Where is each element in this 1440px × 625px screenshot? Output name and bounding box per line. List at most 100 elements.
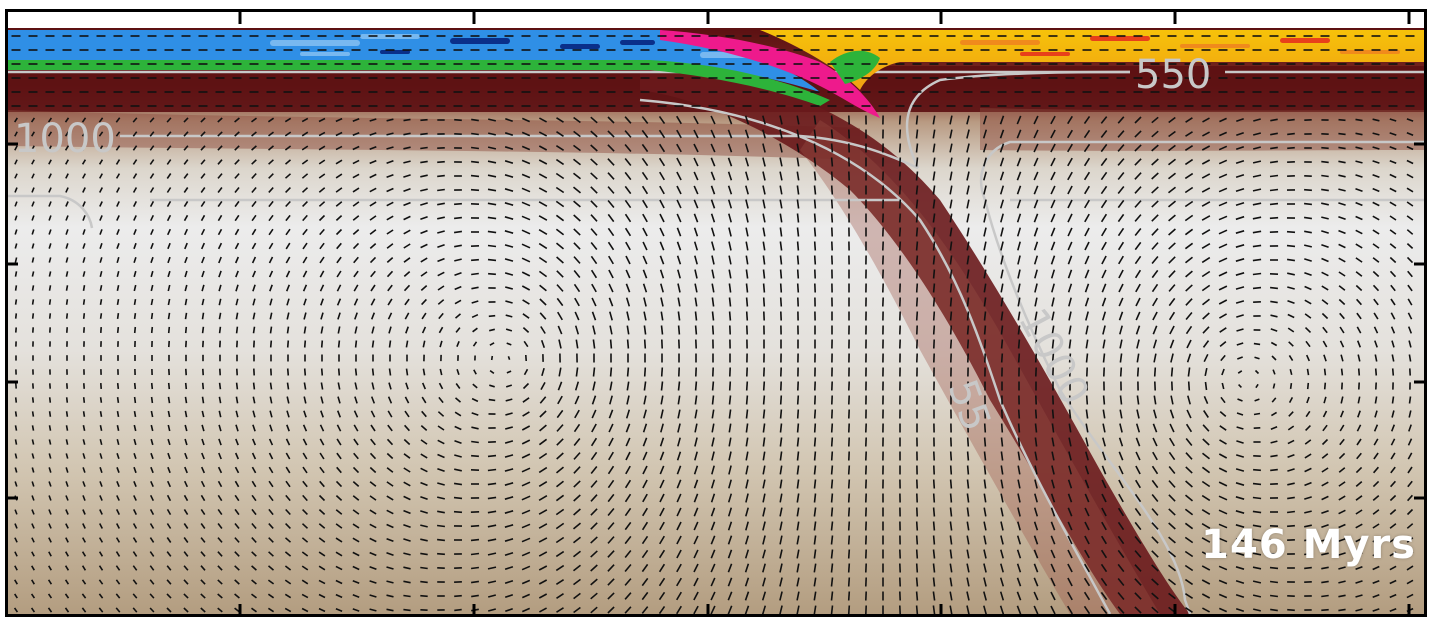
- velocity-arrow: [16, 271, 17, 276]
- velocity-arrow: [135, 383, 136, 389]
- velocity-arrow: [1287, 610, 1295, 611]
- velocity-arrow: [951, 480, 952, 489]
- velocity-arrow: [508, 356, 509, 359]
- velocity-arrow: [1253, 498, 1261, 499]
- velocity-arrow: [951, 466, 952, 475]
- velocity-arrow: [1338, 134, 1345, 135]
- velocity-arrow: [471, 540, 479, 541]
- velocity-arrow: [679, 326, 680, 335]
- velocity-arrow: [832, 158, 833, 167]
- velocity-arrow: [1270, 582, 1278, 583]
- velocity-arrow: [815, 186, 816, 195]
- velocity-arrow: [420, 568, 427, 569]
- velocity-arrow: [1155, 368, 1156, 377]
- velocity-arrow: [662, 382, 663, 391]
- velocity-arrow: [832, 522, 833, 531]
- velocity-arrow: [934, 494, 935, 503]
- velocity-arrow: [254, 383, 255, 390]
- velocity-arrow: [471, 554, 479, 555]
- velocity-arrow: [730, 382, 731, 391]
- velocity-arrow: [832, 214, 833, 223]
- velocity-arrow: [1339, 120, 1346, 121]
- velocity-arrow: [934, 298, 935, 307]
- velocity-arrow: [747, 298, 748, 307]
- velocity-arrow: [118, 327, 119, 333]
- velocity-arrow: [951, 340, 952, 349]
- velocity-arrow: [917, 564, 918, 573]
- velocity-arrow: [696, 312, 697, 321]
- velocity-arrow: [1393, 368, 1394, 375]
- velocity-arrow: [696, 326, 697, 335]
- velocity-arrow: [696, 382, 697, 391]
- velocity-arrow: [985, 452, 986, 461]
- velocity-arrow: [50, 411, 51, 416]
- velocity-arrow: [1321, 148, 1328, 149]
- velocity-arrow: [1291, 383, 1292, 389]
- velocity-arrow: [951, 452, 952, 461]
- velocity-arrow: [1104, 354, 1105, 363]
- velocity-arrow: [50, 285, 51, 290]
- velocity-arrow: [815, 424, 816, 433]
- velocity-arrow: [322, 369, 323, 376]
- velocity-arrow: [1304, 204, 1312, 205]
- velocity-arrow: [16, 439, 17, 444]
- velocity-arrow: [832, 536, 833, 545]
- velocity-arrow: [611, 340, 612, 349]
- velocity-arrow: [1253, 274, 1261, 275]
- velocity-arrow: [16, 313, 17, 318]
- velocity-arrow: [1287, 246, 1295, 247]
- velocity-arrow: [815, 480, 816, 489]
- velocity-arrow: [271, 327, 272, 334]
- velocity-arrow: [33, 425, 34, 430]
- velocity-arrow: [815, 438, 816, 447]
- crust-highlight: [300, 52, 350, 56]
- velocity-arrow: [271, 341, 272, 348]
- velocity-arrow: [186, 313, 187, 319]
- velocity-arrow: [815, 172, 816, 181]
- velocity-arrow: [781, 284, 782, 293]
- velocity-arrow: [67, 411, 68, 416]
- velocity-arrow: [951, 312, 952, 321]
- velocity-arrow: [135, 299, 136, 305]
- velocity-arrow: [50, 397, 51, 402]
- velocity-arrow: [934, 508, 935, 517]
- velocity-arrow: [747, 284, 748, 293]
- velocity-arrow: [471, 442, 479, 443]
- velocity-arrow: [798, 410, 799, 419]
- velocity-arrow: [305, 341, 306, 348]
- velocity-arrow: [84, 397, 85, 403]
- velocity-arrow: [934, 326, 935, 335]
- velocity-arrow: [1070, 410, 1071, 419]
- velocity-arrow: [403, 610, 410, 611]
- velocity-arrow: [288, 341, 289, 348]
- velocity-arrow: [84, 285, 85, 291]
- velocity-arrow: [832, 592, 833, 601]
- velocity-arrow: [917, 550, 918, 559]
- velocity-arrow: [1002, 354, 1003, 363]
- velocity-arrow: [489, 400, 495, 401]
- velocity-arrow: [67, 397, 68, 402]
- velocity-arrow: [339, 369, 340, 376]
- velocity-arrow: [917, 256, 918, 265]
- velocity-arrow: [849, 522, 850, 531]
- velocity-arrow: [101, 397, 102, 403]
- velocity-arrow: [420, 582, 427, 583]
- velocity-arrow: [832, 438, 833, 447]
- time-label: 146 Myrs: [1201, 522, 1416, 568]
- velocity-arrow: [1019, 410, 1020, 419]
- velocity-arrow: [220, 327, 221, 333]
- velocity-arrow: [900, 228, 901, 237]
- velocity-arrow: [798, 256, 799, 265]
- velocity-arrow: [815, 466, 816, 475]
- velocity-arrow: [917, 270, 918, 279]
- velocity-arrow: [471, 190, 479, 191]
- velocity-arrow: [454, 498, 462, 499]
- velocity-arrow: [917, 536, 918, 545]
- velocity-arrow: [1172, 368, 1173, 377]
- velocity-arrow: [900, 158, 901, 167]
- velocity-arrow: [356, 341, 357, 348]
- velocity-arrow: [420, 596, 427, 597]
- velocity-arrow: [832, 480, 833, 489]
- velocity-arrow: [747, 410, 748, 419]
